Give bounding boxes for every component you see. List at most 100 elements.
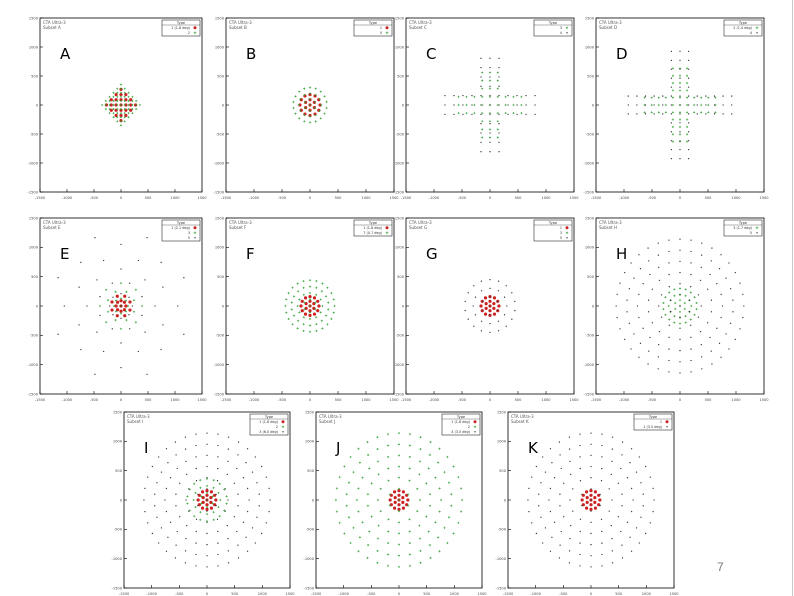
data-point-green [308, 291, 312, 295]
data-point-green [211, 495, 214, 498]
data-point-dark [568, 562, 571, 564]
data-point-green [678, 322, 682, 325]
data-point-dark [195, 518, 198, 520]
data-point-green [397, 510, 401, 513]
data-point-red [115, 314, 119, 318]
data-point-green [496, 71, 499, 74]
data-point-dark [482, 309, 484, 312]
y-tick-label: 1500 [29, 16, 39, 20]
data-point-dark [165, 550, 168, 552]
data-point-green [488, 136, 492, 139]
data-point-dark [102, 350, 105, 353]
data-point-green [685, 140, 689, 143]
data-point-green [376, 561, 379, 564]
data-point-red [397, 503, 401, 507]
data-point-dark [258, 493, 260, 495]
data-point-dark [611, 448, 614, 450]
data-point-green [357, 550, 360, 553]
chart-B: -1500 -1000 -500 0 500 1000 1500 1500 1000 500 0 -5… [214, 16, 400, 200]
data-point-green [132, 310, 136, 313]
data-point-dark [179, 482, 181, 484]
data-point-green [308, 98, 312, 101]
data-point-dark [237, 505, 239, 507]
data-point-dark [687, 68, 690, 70]
data-point-dark [197, 504, 199, 507]
data-point-green [302, 323, 305, 326]
data-point-dark [679, 349, 681, 352]
data-point-dark [206, 566, 208, 568]
data-point-green [308, 92, 312, 95]
data-point-green [355, 498, 359, 502]
y-tick-label: 500 [397, 74, 405, 78]
data-point-green [457, 103, 460, 107]
data-point-dark [644, 532, 647, 535]
data-point-green [325, 100, 328, 104]
data-point-dark [668, 359, 670, 362]
data-point-green [357, 447, 360, 450]
data-point-green [397, 521, 401, 524]
data-point-red [303, 296, 308, 300]
data-point-dark [621, 557, 624, 559]
data-point-dark [206, 510, 208, 512]
data-point-green [112, 107, 115, 111]
data-point-dark [731, 95, 733, 97]
data-point-dark [558, 557, 561, 559]
data-point-red [205, 493, 209, 497]
data-point-green [119, 116, 123, 119]
data-point-dark [648, 260, 650, 262]
data-point-green [673, 321, 676, 324]
data-point-dark [653, 104, 655, 106]
data-point-green [308, 298, 312, 301]
data-point-dark [627, 113, 629, 115]
data-point-red [298, 103, 302, 107]
data-point-green [193, 515, 196, 518]
data-point-red [119, 299, 123, 303]
data-point-green [119, 282, 123, 285]
data-point-dark [624, 338, 626, 341]
x-tick-label: 1000 [170, 196, 180, 200]
legend-title: Type [738, 21, 748, 25]
legend-marker-red [473, 420, 477, 424]
data-point-green [488, 87, 492, 90]
x-tick-label: 1500 [197, 398, 207, 402]
x-tick-label: 500 [423, 592, 431, 596]
data-point-dark [498, 151, 500, 153]
data-point-green [650, 111, 653, 114]
y-tick-label: -1500 [496, 586, 507, 590]
data-point-dark [63, 305, 65, 307]
y-tick-label: 500 [587, 275, 595, 279]
data-point-green [685, 103, 689, 107]
legend-marker-green [755, 26, 759, 30]
data-point-dark [742, 316, 744, 319]
data-point-dark [258, 505, 260, 507]
data-point-green [418, 498, 422, 502]
data-point-dark [216, 518, 219, 520]
data-point-green [520, 103, 523, 107]
legend-label: 3 (6.0 deg) [259, 430, 278, 434]
x-tick-label: -1500 [591, 398, 602, 402]
data-point-green [481, 95, 484, 98]
data-point-dark [668, 262, 670, 264]
data-point-green [112, 103, 115, 107]
y-tick-label: 0 [36, 103, 39, 107]
data-point-dark [233, 482, 235, 484]
data-point-green [693, 313, 696, 316]
data-point-dark [197, 493, 199, 496]
data-point-green [298, 298, 301, 301]
chart-subtitle: Subset F [229, 225, 247, 230]
data-point-green [205, 512, 209, 516]
chart-title: CTA Ultra-3 [409, 220, 432, 225]
data-point-dark [535, 532, 538, 535]
x-tick-label: 1500 [569, 196, 579, 200]
data-point-red [124, 304, 128, 308]
data-point-dark [670, 104, 673, 106]
data-point-dark [206, 488, 208, 490]
data-point-dark [497, 280, 500, 282]
data-point-green [343, 465, 346, 468]
data-point-dark [628, 288, 631, 290]
data-point-green [116, 116, 119, 119]
data-point-dark [701, 242, 703, 244]
data-point-dark [679, 59, 681, 61]
data-point-green [386, 553, 390, 556]
data-point-green [304, 101, 307, 104]
